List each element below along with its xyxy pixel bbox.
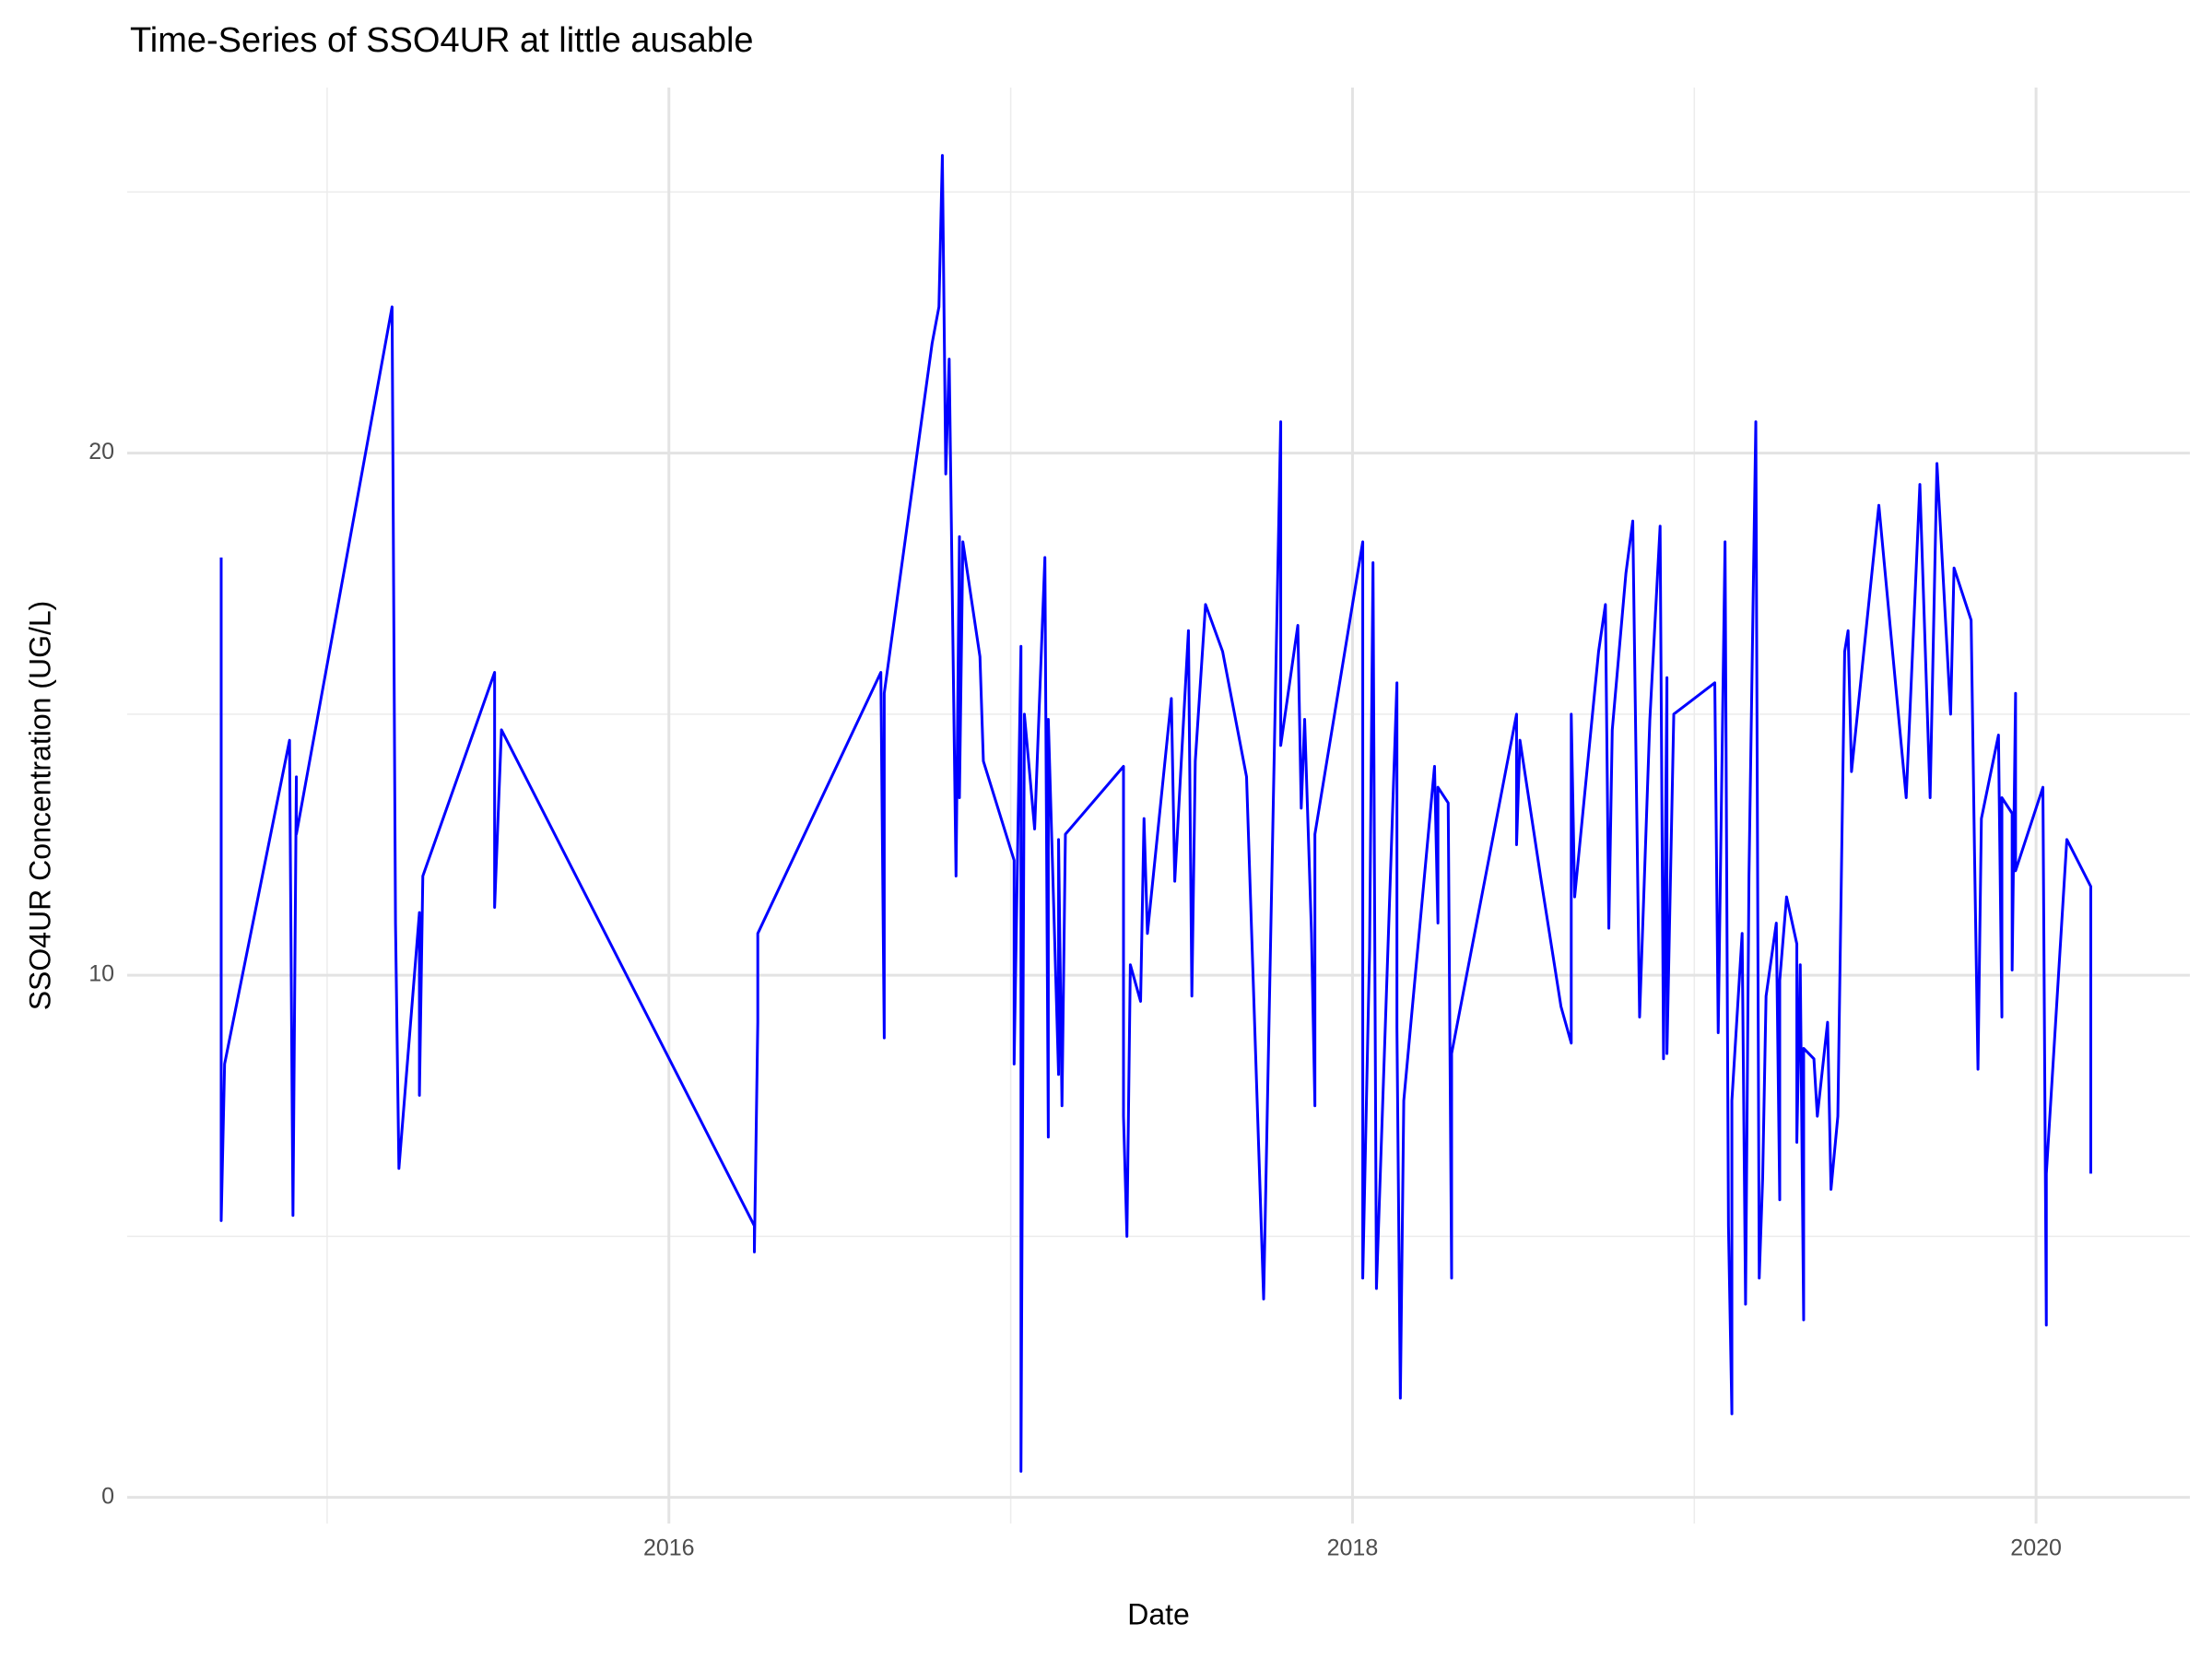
y-tick-label: 20 (88, 439, 114, 465)
x-tick-label: 2016 (643, 1535, 695, 1561)
chart-title: Time-Series of SSO4UR at little ausable (130, 21, 754, 60)
x-tick-label: 2020 (2010, 1535, 2062, 1561)
x-axis-title: Date (1127, 1597, 1190, 1630)
y-tick-label: 0 (101, 1483, 114, 1509)
x-tick-label: 2018 (1327, 1535, 1379, 1561)
data-line (219, 154, 2092, 1473)
y-tick-label: 10 (88, 961, 114, 987)
y-axis-title: SSO4UR Concentration (UG/L) (23, 601, 56, 1011)
